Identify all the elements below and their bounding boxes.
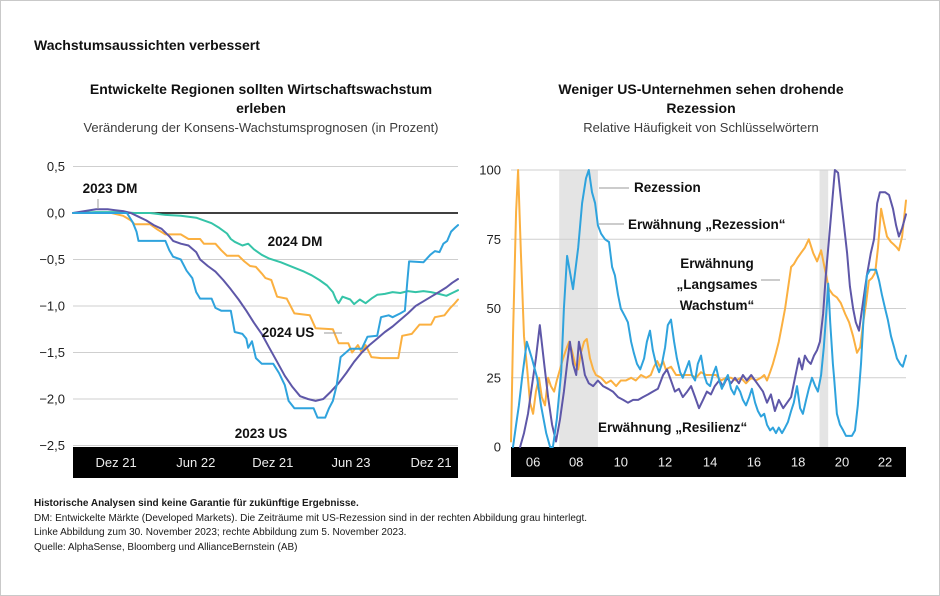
x-axis-label: 08 (569, 455, 583, 470)
y-axis-label: 100 (479, 163, 501, 178)
left-chart-subtitle: Veränderung der Konsens-Wachstumsprognos… (83, 120, 439, 135)
x-axis-band (73, 447, 458, 478)
footnote-source: Quelle: AlphaSense, Bloomberg und Allian… (34, 541, 298, 553)
y-axis-label: 75 (487, 232, 501, 247)
x-axis-label: 16 (747, 455, 761, 470)
left-chart-title-line1: Entwickelte Regionen sollten Wirtschafts… (89, 81, 433, 97)
annotation-label: 2023 US (235, 426, 288, 441)
y-axis-label: −2,5 (39, 438, 65, 453)
x-axis-label: Jun 23 (331, 455, 370, 470)
right-chart-svg: 100 75 50 25 0 06 08 10 12 14 16 18 20 22 Rezession Erw… (479, 163, 907, 477)
right-chart-title-line1: Weniger US-Unternehmen sehen drohende (558, 81, 844, 97)
left-chart-svg: 0,5 0,0 −0,5 −1,0 −1,5 −2,0 −2,5 Dez 21 Jun 22 De… (39, 159, 459, 478)
x-axis-label: 14 (703, 455, 717, 470)
annotation-label: Rezession (634, 180, 701, 195)
right-chart-title-line2: Rezession (666, 100, 736, 116)
footnote-disclaimer: Historische Analysen sind keine Garantie… (34, 498, 359, 509)
footnote-definitions: DM: Entwickelte Märkte (Developed Market… (34, 512, 588, 524)
y-axis-label: −2,0 (39, 392, 65, 407)
y-axis-label: 50 (487, 301, 501, 316)
footnotes: Historische Analysen sind keine Garantie… (34, 497, 587, 555)
x-axis-band (511, 447, 906, 477)
annotation-label: Erwähnung „Resilienz“ (598, 420, 747, 435)
x-axis-label: 10 (614, 455, 628, 470)
y-axis-label: −1,0 (39, 299, 65, 314)
annotation-label: 2024 US (262, 325, 315, 340)
page-title: Wachstumsaussichten verbessert (34, 37, 260, 53)
series-line-2023-dm (72, 208, 459, 402)
y-axis-label: 0,5 (47, 159, 65, 174)
series-line-2024-us (72, 212, 459, 360)
x-axis-label: Dez 21 (96, 455, 137, 470)
y-axis-label: −1,5 (39, 345, 65, 360)
y-axis-label: 0 (494, 440, 501, 455)
left-chart-title: Entwickelte Regionen sollten Wirtschafts… (41, 80, 481, 118)
x-axis-label: Dez 21 (252, 455, 293, 470)
x-axis-label: 20 (835, 455, 849, 470)
annotation-label: Erwähnung (680, 256, 754, 271)
annotation-label: 2024 DM (268, 234, 323, 249)
x-axis-label: Jun 22 (176, 455, 215, 470)
x-axis-label: 22 (878, 455, 892, 470)
series-line-2023-us (72, 212, 459, 419)
annotation-label: Wachstum“ (680, 298, 755, 313)
x-axis-label: Dez 21 (410, 455, 451, 470)
series-line-2024-dm (72, 211, 459, 306)
x-axis-label: 06 (526, 455, 540, 470)
footnote-dates: Linke Abbildung zum 30. November 2023; r… (34, 527, 407, 538)
x-axis-label: 18 (791, 455, 805, 470)
y-axis-label: 25 (487, 370, 501, 385)
annotation-label: „Langsames (676, 277, 757, 292)
y-axis-label: −0,5 (39, 252, 65, 267)
left-chart-title-line2: erleben (236, 100, 286, 116)
x-axis-label: 12 (658, 455, 672, 470)
y-axis-label: 0,0 (47, 206, 65, 221)
annotation-label: Erwähnung „Rezession“ (628, 217, 786, 232)
right-chart-title: Weniger US-Unternehmen sehen drohende Re… (481, 80, 921, 118)
right-chart-subtitle: Relative Häufigkeit von Schlüsselwörtern (583, 120, 819, 135)
annotation-label: 2023 DM (83, 181, 138, 196)
series-line-erw-hnung-rezession- (512, 169, 907, 448)
